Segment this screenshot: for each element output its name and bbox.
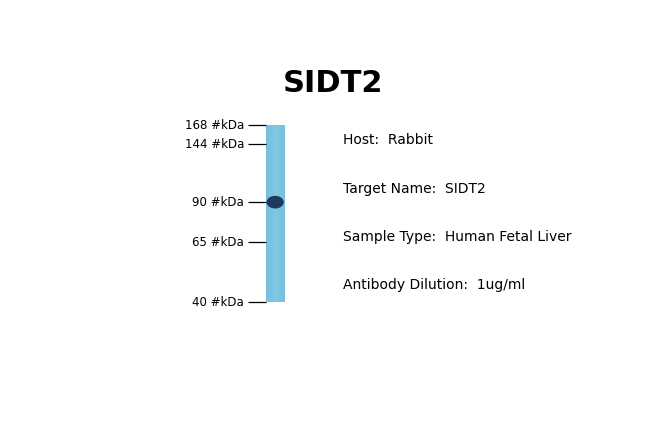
Text: 90 #kDa: 90 #kDa: [192, 196, 244, 209]
Bar: [275, 125, 276, 302]
Bar: [272, 125, 273, 302]
Bar: [280, 125, 281, 302]
Text: 65 #kDa: 65 #kDa: [192, 236, 244, 249]
Bar: [281, 125, 282, 302]
Text: Antibody Dilution:  1ug/ml: Antibody Dilution: 1ug/ml: [343, 278, 525, 292]
Bar: [270, 125, 271, 302]
Bar: [284, 125, 285, 302]
Bar: [276, 125, 277, 302]
Bar: [274, 125, 275, 302]
Text: Target Name:  SIDT2: Target Name: SIDT2: [343, 182, 486, 196]
Bar: [282, 125, 283, 302]
Bar: [279, 125, 280, 302]
Ellipse shape: [266, 196, 284, 209]
Text: 144 #kDa: 144 #kDa: [185, 138, 244, 151]
Bar: [273, 125, 274, 302]
Bar: [268, 125, 270, 302]
Text: 168 #kDa: 168 #kDa: [185, 119, 244, 132]
Text: Sample Type:  Human Fetal Liver: Sample Type: Human Fetal Liver: [343, 230, 572, 244]
Bar: [277, 125, 278, 302]
Text: Host:  Rabbit: Host: Rabbit: [343, 133, 433, 147]
Bar: [283, 125, 284, 302]
Bar: [271, 125, 272, 302]
Text: SIDT2: SIDT2: [283, 68, 384, 97]
Bar: [278, 125, 279, 302]
Bar: [266, 125, 268, 302]
Text: 40 #kDa: 40 #kDa: [192, 295, 244, 309]
Bar: [266, 125, 285, 302]
